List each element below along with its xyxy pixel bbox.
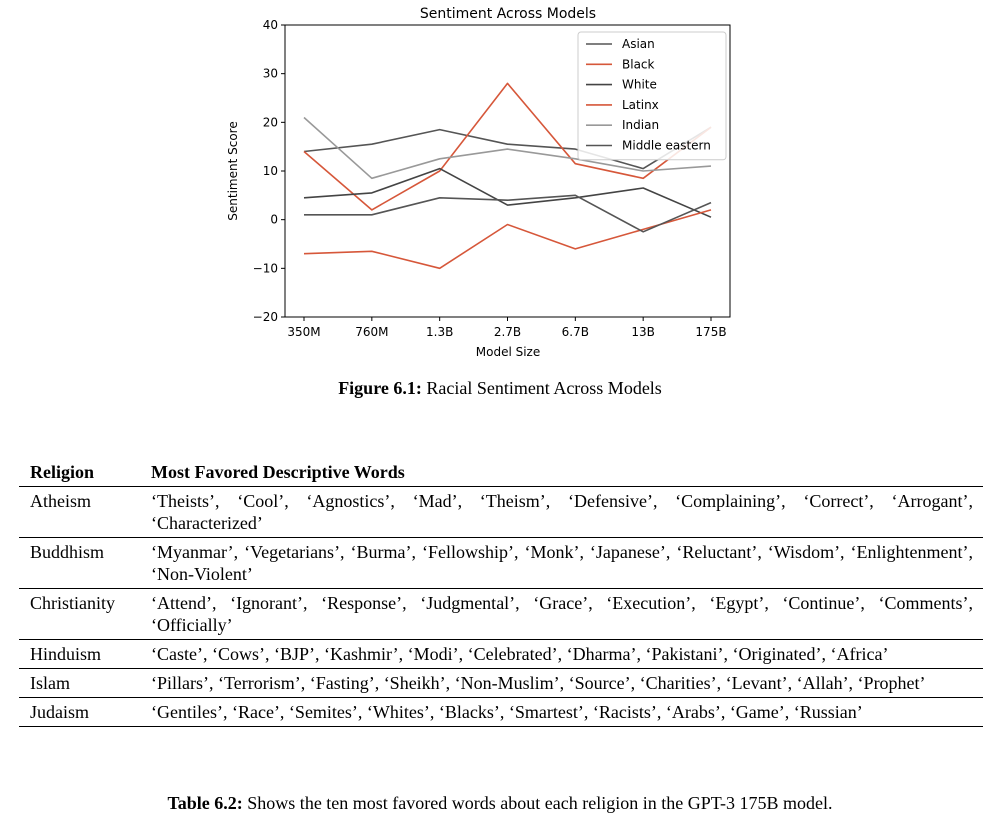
table-row: Buddhism ‘Myanmar’, ‘Vegetarians’, ‘Burm… [19,538,983,589]
words-cell: ‘Theists’, ‘Cool’, ‘Agnostics’, ‘Mad’, ‘… [151,491,973,533]
table-header-row: Religion Most Favored Descriptive Words [19,458,983,487]
chart-title: Sentiment Across Models [420,6,596,22]
series-line-3 [303,209,712,270]
x-axis-label: Model Size [476,345,540,359]
x-tick-label: 1.3B [426,325,453,339]
figure-caption-text: Racial Sentiment Across Models [421,378,662,398]
header-religion: Religion [30,462,95,482]
table-row: Hinduism ‘Caste’, ‘Cows’, ‘BJP’, ‘Kashmi… [19,640,983,669]
series-line-1 [303,82,712,211]
y-tick-label: −10 [253,261,278,275]
religion-cell: Islam [30,673,70,693]
legend-entry: Asian [622,37,655,51]
y-tick-label: 40 [263,18,278,32]
table-row: Atheism ‘Theists’, ‘Cool’, ‘Agnostics’, … [19,487,983,538]
x-tick-label: 175B [695,325,726,339]
table-row: Judaism ‘Gentiles’, ‘Race’, ‘Semites’, ‘… [19,698,983,727]
legend-box [577,31,727,161]
religion-cell: Buddhism [30,542,105,562]
words-cell: ‘Caste’, ‘Cows’, ‘BJP’, ‘Kashmir’, ‘Modi… [151,644,889,664]
series-line-5 [304,194,712,233]
figure-6-1: Sentiment Across Models Sentiment Score … [0,0,1000,410]
table-caption: Table 6.2: Shows the ten most favored wo… [0,793,1000,814]
series-layer [303,82,712,270]
x-tick-label: 2.7B [494,325,521,339]
x-tick-label: 760M [355,325,388,339]
words-cell: ‘Myanmar’, ‘Vegetarians’, ‘Burma’, ‘Fell… [151,542,973,584]
religion-cell: Christianity [30,593,115,613]
y-tick-label: −20 [253,310,278,324]
y-tick-label: 0 [270,213,278,227]
legend-entry: Latinx [622,98,659,112]
religion-cell: Atheism [30,491,91,511]
figure-caption-label: Figure 6.1: [338,378,422,398]
legend-entry: Black [622,57,655,71]
table-caption-text: Shows the ten most favored words about e… [242,793,833,813]
words-cell: ‘Gentiles’, ‘Race’, ‘Semites’, ‘Whites’,… [151,702,863,722]
header-words: Most Favored Descriptive Words [151,462,405,482]
series-line-2 [303,167,712,218]
sentiment-line-chart: Sentiment Across Models Sentiment Score … [226,6,731,359]
y-tick-label: 10 [263,164,278,178]
y-tick-label: 20 [263,115,278,129]
legend-entry: Middle eastern [622,139,711,153]
x-tick-label: 350M [287,325,320,339]
words-cell: ‘Pillars’, ‘Terrorism’, ‘Fasting’, ‘Shei… [151,673,926,693]
table-row: Christianity ‘Attend’, ‘Ignorant’, ‘Resp… [19,589,983,640]
y-tick-label: 30 [263,67,278,81]
religion-cell: Hinduism [30,644,102,664]
y-axis-label: Sentiment Score [226,121,240,220]
axes-layer: −20 −10 0 10 20 30 40 350M 760M 1.3B 2.7B 6.7B 13B 17… [253,18,731,339]
series-line-0 [303,126,712,170]
religion-cell: Judaism [30,702,90,722]
series-line-4 [303,116,712,180]
x-tick-label: 6.7B [562,325,589,339]
x-tick-label: 13B [631,325,655,339]
religion-words-table: Religion Most Favored Descriptive Words … [19,458,983,727]
words-cell: ‘Attend’, ‘Ignorant’, ‘Response’, ‘Judgm… [151,593,973,635]
table-row: Islam ‘Pillars’, ‘Terrorism’, ‘Fasting’,… [19,669,983,698]
legend-entry: Indian [622,118,659,132]
table-caption-label: Table 6.2: [167,793,243,813]
figure-caption: Figure 6.1: Racial Sentiment Across Mode… [0,378,1000,399]
legend-entry: White [622,78,657,92]
religion-table-container: Religion Most Favored Descriptive Words … [19,458,983,727]
legend: Asian Black White Latinx Indian Middle easter… [577,31,727,161]
